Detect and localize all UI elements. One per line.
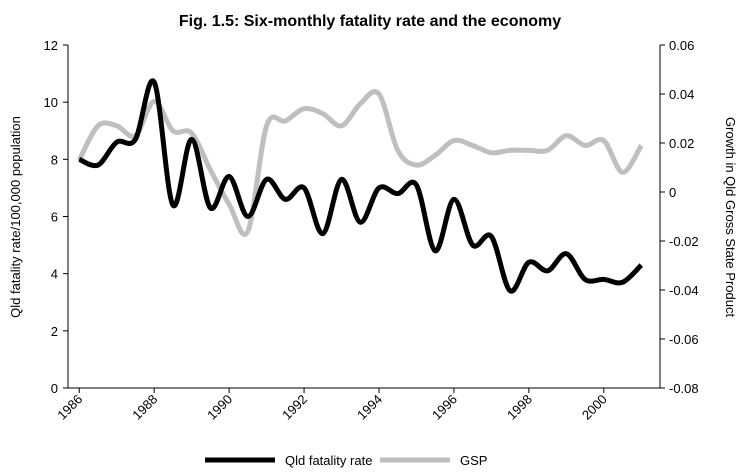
y-tick-label: 6 xyxy=(51,210,58,225)
y2-tick-label: 0.06 xyxy=(669,38,694,53)
x-tick-label: 1996 xyxy=(429,392,460,423)
y-tick-label: 0 xyxy=(51,381,58,396)
y2-tick-label: 0.02 xyxy=(669,136,694,151)
y2-tick-label: -0.04 xyxy=(669,283,699,298)
series-line xyxy=(77,89,644,237)
y2-tick-label: -0.06 xyxy=(669,332,699,347)
y2-axis-label: Growth in Qld Gross State Product xyxy=(723,117,738,318)
y2-tick-label: -0.02 xyxy=(669,234,699,249)
series-line xyxy=(78,78,644,294)
y-tick-label: 10 xyxy=(44,95,58,110)
y-axis-label: Qld fatality rate/100,000 population xyxy=(8,116,23,318)
legend-label: Qld fatality rate xyxy=(285,453,372,468)
y-tick-label: 12 xyxy=(44,38,58,53)
x-tick-label: 2000 xyxy=(579,392,610,423)
y2-tick-label: 0 xyxy=(669,185,676,200)
chart-title: Fig. 1.5: Six-monthly fatality rate and … xyxy=(179,13,561,30)
y2-tick-label: 0.04 xyxy=(669,87,694,102)
y2-tick-label: -0.08 xyxy=(669,381,699,396)
x-tick-label: 1986 xyxy=(54,392,85,423)
x-tick-label: 1992 xyxy=(279,392,310,423)
x-tick-label: 1990 xyxy=(204,392,235,423)
y-tick-label: 8 xyxy=(51,152,58,167)
x-tick-label: 1994 xyxy=(354,392,385,423)
x-tick-label: 1998 xyxy=(504,392,535,423)
legend-label: GSP xyxy=(460,453,487,468)
y-tick-label: 4 xyxy=(51,267,58,282)
x-tick-label: 1988 xyxy=(129,392,160,423)
y-tick-label: 2 xyxy=(51,324,58,339)
